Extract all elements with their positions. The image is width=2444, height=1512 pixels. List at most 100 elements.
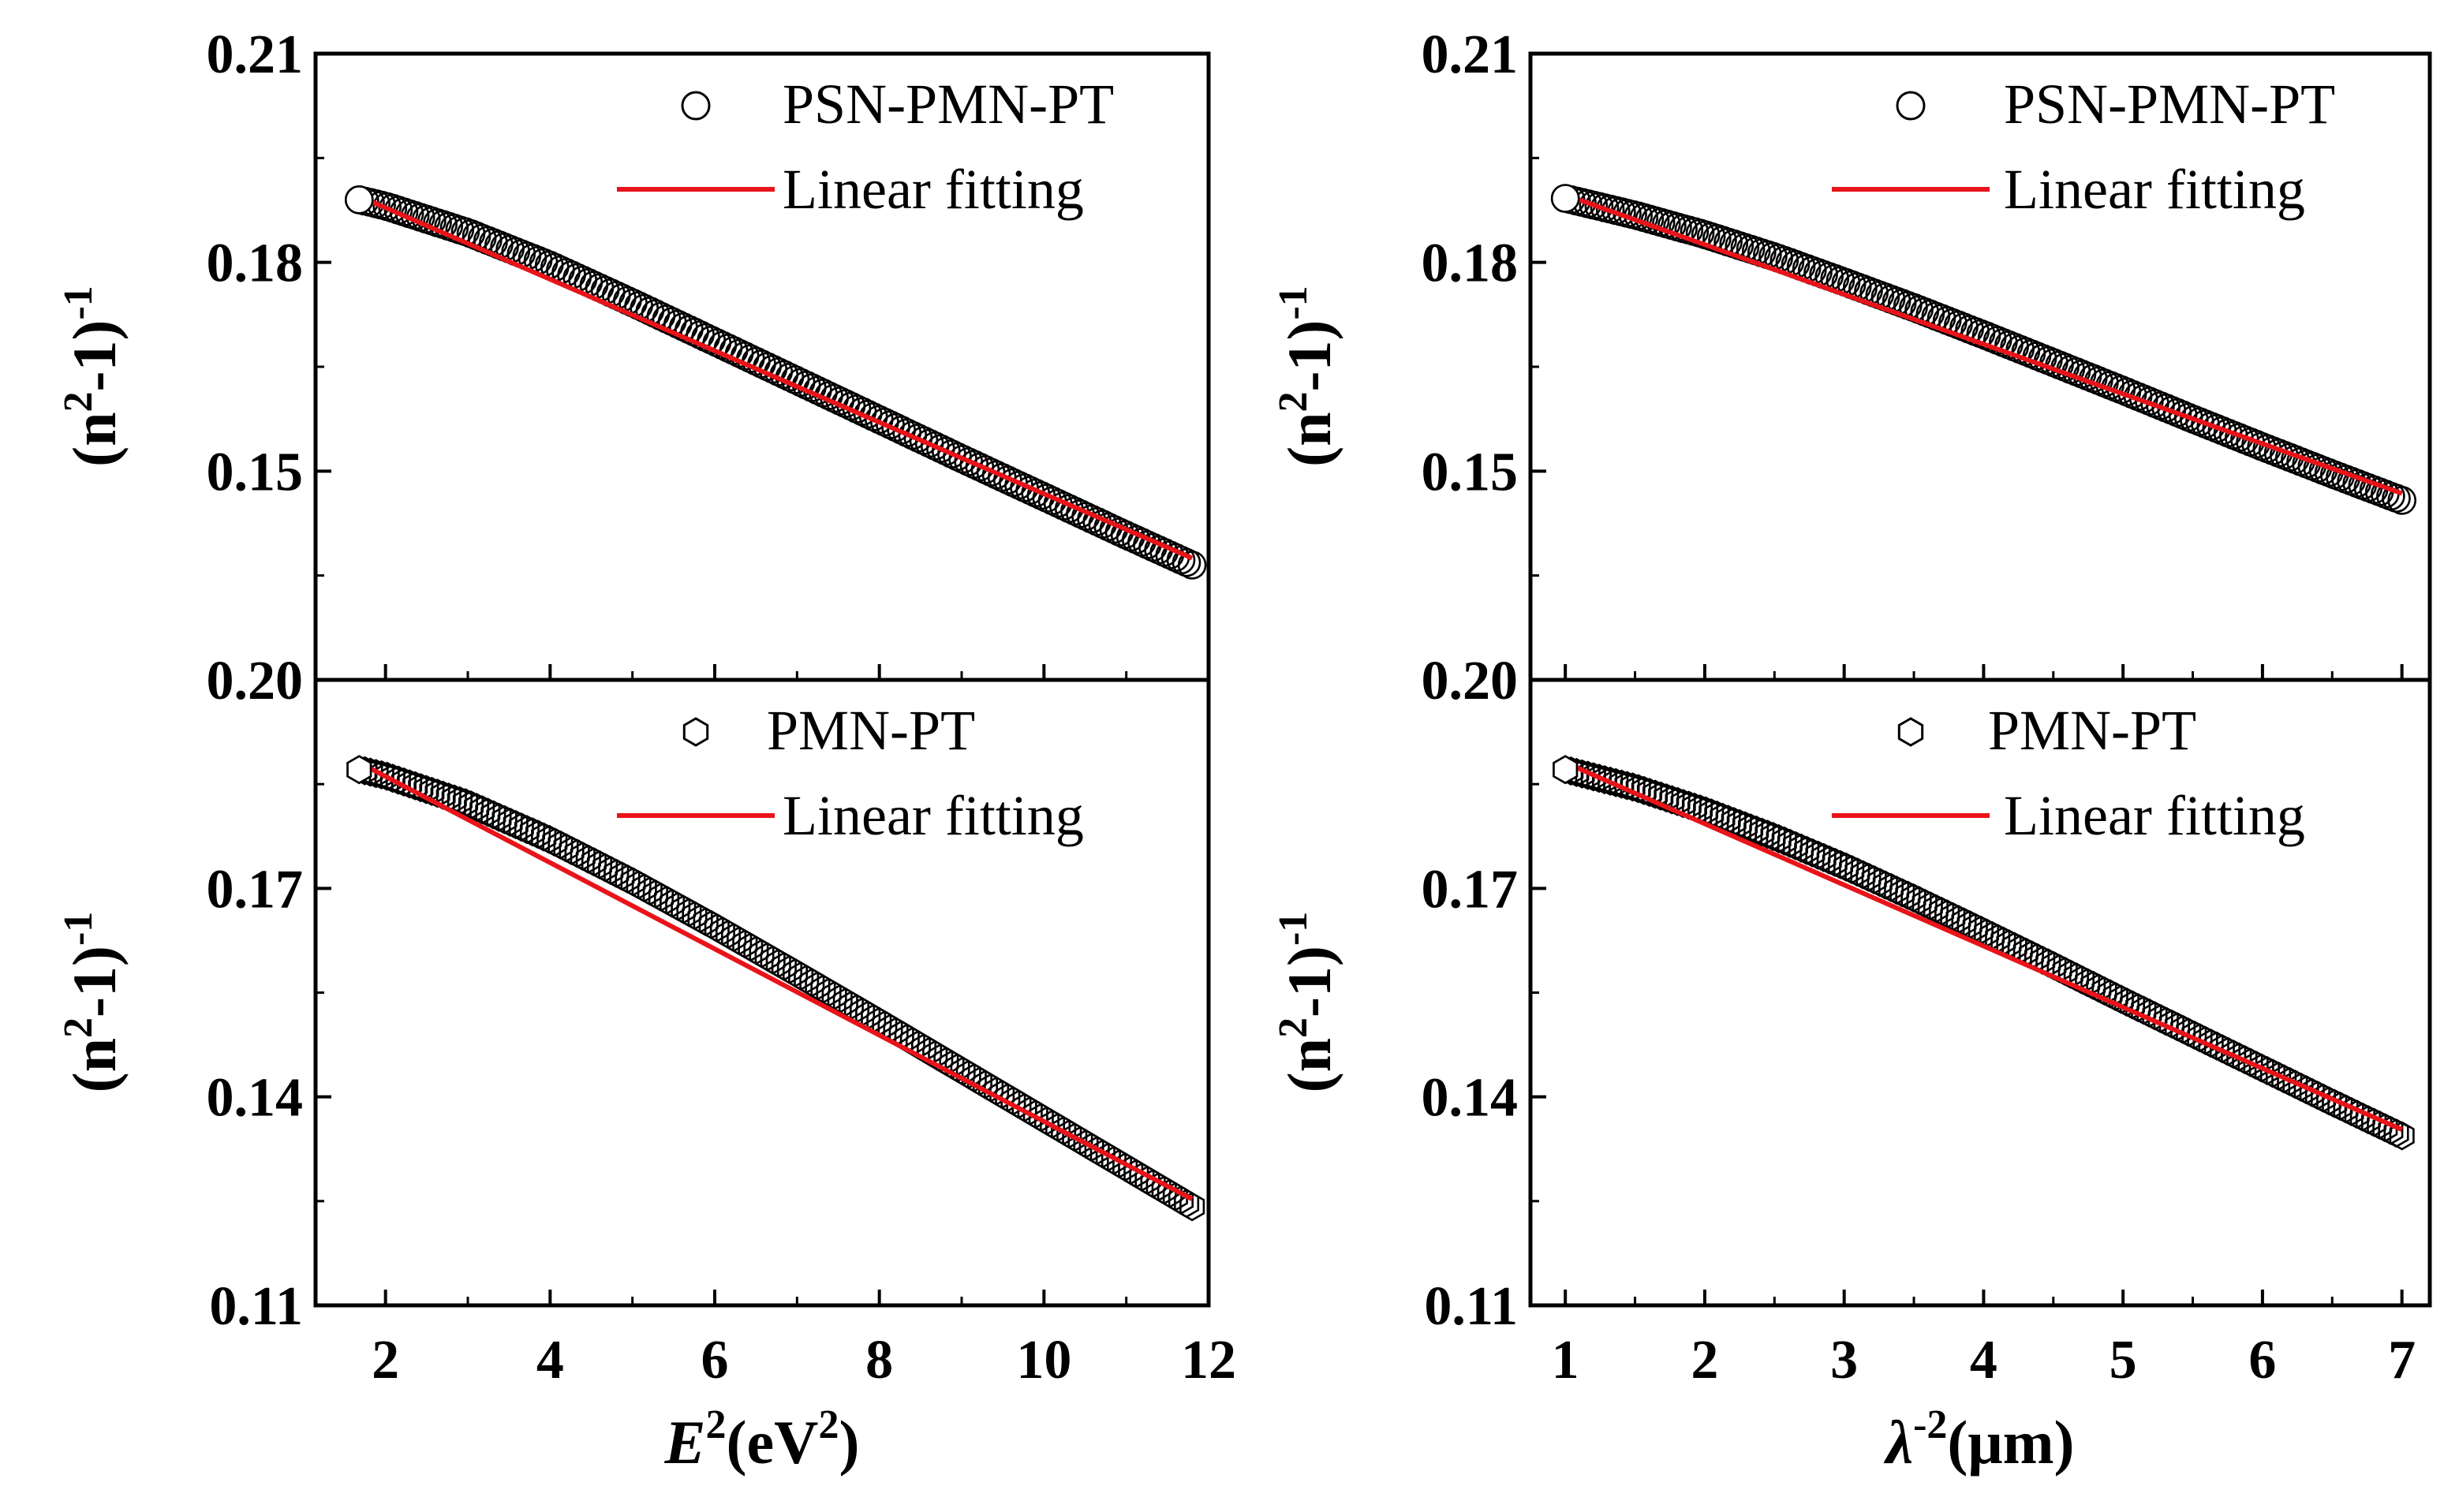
panel-bottom-right: 0.110.140.171 2 3 4 5 6 7(n2-1)-1λ-2(μm)PMN-PT… — [1271, 678, 2432, 1477]
y-axis-title-sup2: -1 — [1271, 912, 1316, 946]
x-axis-title-sup2: 2 — [818, 1402, 839, 1447]
y-axis-title-sup2: -1 — [56, 286, 101, 319]
x-axis-title-mid: (μm) — [1947, 1408, 2074, 1477]
data-point-first — [1550, 184, 1580, 213]
data-point — [1642, 779, 1669, 809]
y-tick-label: 0.14 — [207, 1068, 304, 1129]
linear-fit-line — [358, 194, 1194, 561]
y-tick-label: 0.17 — [1422, 859, 1519, 920]
data-point — [1614, 771, 1640, 801]
x-tick-label: 2 — [1691, 1330, 1718, 1391]
linear-fit-line — [357, 760, 1194, 1201]
data-point — [391, 767, 417, 797]
y-tick-label: 0.20 — [1422, 651, 1519, 711]
data-point — [1654, 783, 1680, 813]
y-axis-title-sup1: 2 — [56, 1017, 101, 1038]
x-tick-label: 7 — [2388, 1330, 2416, 1391]
linear-fit-line — [1564, 192, 2403, 496]
y-axis-title-base: (n — [1275, 1038, 1343, 1092]
y-tick-label: 0.15 — [1422, 442, 1519, 502]
y-axis-title-sup1: 2 — [1271, 1017, 1316, 1038]
y-axis-title-sup1: 2 — [56, 391, 101, 412]
y-axis-title-mid: -1) — [60, 320, 129, 392]
data-point — [1620, 772, 1646, 802]
x-axis-title: E2(eV2) — [664, 1402, 860, 1477]
y-axis-title-mid: -1) — [1275, 946, 1343, 1017]
panel-top-left: 0.21 0.18 0.15 0.20 (n2-1)-1 PSN-PMN-PT Linear… — [56, 24, 1211, 711]
data-point — [1659, 785, 1685, 815]
data-point — [424, 778, 450, 808]
x-axis-title-mid: (eV — [727, 1408, 819, 1477]
legend: PSN-PMN-PT Linear fitting — [1832, 73, 2335, 221]
data-point — [1665, 786, 1691, 816]
y-axis-title: (n2-1)-1 — [56, 912, 129, 1093]
data-point-first — [1553, 755, 1579, 785]
plot-frame — [1528, 678, 2432, 1308]
plot-frame — [313, 678, 1211, 1308]
legend-label-fit: Linear fitting — [2004, 784, 2305, 847]
x-tick-label: 5 — [2110, 1330, 2137, 1391]
y-tick-label: 0.11 — [1424, 1276, 1518, 1337]
data-point — [1625, 774, 1651, 804]
data-point — [419, 776, 445, 806]
data-point — [1177, 551, 1207, 580]
x-tick-label: 6 — [2248, 1330, 2276, 1391]
legend-label-fit: Linear fitting — [783, 784, 1084, 847]
y-tick-label: 0.20 — [207, 651, 304, 711]
panel-top-right: 0.21 0.18 0.15 0.20 (n2-1)-1 PSN-PMN-PT Linear… — [1271, 24, 2432, 711]
y-axis-title-mid: -1) — [60, 946, 129, 1017]
data-point-first — [344, 185, 374, 215]
x-tick-label: 12 — [1181, 1330, 1236, 1391]
y-tick-label: 0.21 — [1422, 24, 1519, 85]
y-tick-label: 0.15 — [207, 442, 304, 502]
y-axis-title-mid: -1) — [1275, 320, 1343, 392]
x-axis-title-base: E — [664, 1408, 706, 1477]
y-tick-label: 0.14 — [1422, 1068, 1519, 1129]
y-tick-label: 0.11 — [209, 1276, 303, 1337]
x-tick-label: 8 — [865, 1330, 893, 1391]
legend-label-data: PSN-PMN-PT — [783, 73, 1114, 136]
x-axis-title-sup1: 2 — [706, 1402, 727, 1447]
x-tick-label: 1 — [1552, 1330, 1579, 1391]
legend-label-data: PMN-PT — [1988, 699, 2196, 762]
legend: PMN-PT Linear fitting — [617, 699, 1084, 847]
y-axis-title-sup2: -1 — [56, 912, 101, 946]
y-axis-title-base: (n — [60, 412, 129, 466]
y-tick-label: 0.17 — [207, 859, 304, 920]
data-point — [1172, 547, 1201, 577]
y-axis-title-sup2: -1 — [1271, 286, 1316, 319]
data-point — [1179, 1192, 1205, 1222]
data-point — [1631, 775, 1657, 805]
y-axis-title-base: (n — [1275, 412, 1343, 466]
data-point — [2389, 1121, 2415, 1151]
legend-marker-circle — [681, 91, 711, 121]
y-tick-label: 0.18 — [207, 233, 304, 294]
y-axis-title: (n2-1)-1 — [1271, 286, 1343, 467]
x-tick-label: 2 — [372, 1330, 399, 1391]
y-tick-label: 0.21 — [207, 24, 304, 85]
y-tick-label: 0.18 — [1422, 233, 1519, 294]
y-axis-title: (n2-1)-1 — [56, 286, 129, 467]
plot-frame — [1528, 51, 2432, 682]
legend-label-fit: Linear fitting — [783, 158, 1084, 221]
data-point — [2387, 486, 2416, 515]
legend-marker-hexagon — [1897, 717, 1924, 747]
data-point — [1648, 781, 1674, 811]
legend-label-fit: Linear fitting — [2004, 158, 2305, 221]
data-point — [396, 769, 423, 799]
legend: PSN-PMN-PT Linear fitting — [617, 73, 1114, 221]
data-point-first — [346, 755, 372, 785]
x-axis-title: λ-2(μm) — [1883, 1402, 2074, 1477]
data-point — [385, 765, 411, 795]
panel-bottom-left: 0.110.140.172 4 6 8 10 12(n2-1)-1E2(eV2)PMN-P… — [56, 678, 1236, 1477]
legend-label-data: PSN-PMN-PT — [2004, 73, 2335, 136]
y-axis-title-base: (n — [60, 1038, 129, 1092]
x-tick-label: 3 — [1830, 1330, 1858, 1391]
legend-label-data: PMN-PT — [767, 699, 975, 762]
data-point — [408, 773, 434, 803]
x-tick-label: 6 — [701, 1330, 729, 1391]
data-point — [413, 775, 439, 805]
x-axis-title-tail: ) — [839, 1408, 859, 1477]
legend: PMN-PT Linear fitting — [1832, 699, 2305, 847]
